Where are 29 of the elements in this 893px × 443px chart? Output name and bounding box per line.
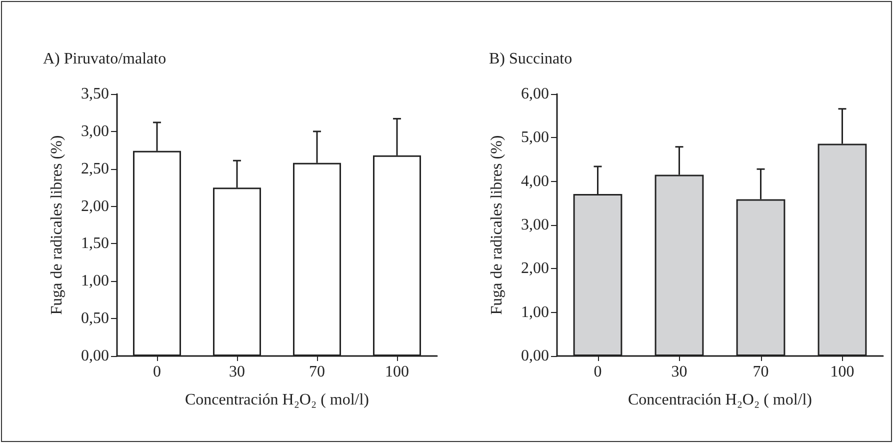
y-tick-label: 5,00 (521, 129, 549, 146)
x-tick-label: 0 (153, 364, 161, 380)
y-tick-label: 2,00 (81, 198, 109, 215)
y-tick-label: 6,00 (521, 86, 549, 102)
y-tick-label: 1,00 (81, 272, 109, 290)
x-tick-label: 30 (229, 364, 245, 380)
x-tick-label: 100 (830, 364, 854, 380)
x-tick-label: 30 (671, 364, 688, 380)
y-tick-label: 1,50 (81, 235, 109, 252)
y-tick-label: 3,50 (81, 86, 109, 102)
chart-title: B) Succinato (489, 50, 572, 68)
x-axis-title: Concentración H₂O₂ ( mol/l) (185, 392, 369, 408)
x-axis-title: Concentración H₂O₂ ( mol/l) (628, 392, 812, 408)
y-tick-label: 3,00 (81, 122, 109, 140)
y-tick-label: 0,00 (81, 348, 109, 364)
y-tick-label: 4,00 (521, 172, 549, 190)
y-tick-label: 0,00 (521, 348, 549, 364)
y-tick-label: 2,50 (81, 160, 109, 178)
y-tick-label: 0,50 (81, 310, 109, 328)
chart-title: A) Piruvato/malato (43, 50, 166, 68)
y-tick-label: 2,00 (521, 260, 549, 278)
x-tick-label: 70 (752, 364, 769, 380)
x-tick-label: 100 (385, 364, 409, 380)
y-axis-title: Fuga de radicales libres (%) (48, 135, 66, 315)
y-tick-label: 1,00 (521, 304, 549, 321)
y-tick-label: 3,00 (521, 216, 549, 234)
x-tick-label: 70 (309, 364, 325, 380)
y-axis-title: Fuga de radicales libres (%) (488, 135, 506, 315)
x-tick-label: 0 (594, 364, 602, 380)
